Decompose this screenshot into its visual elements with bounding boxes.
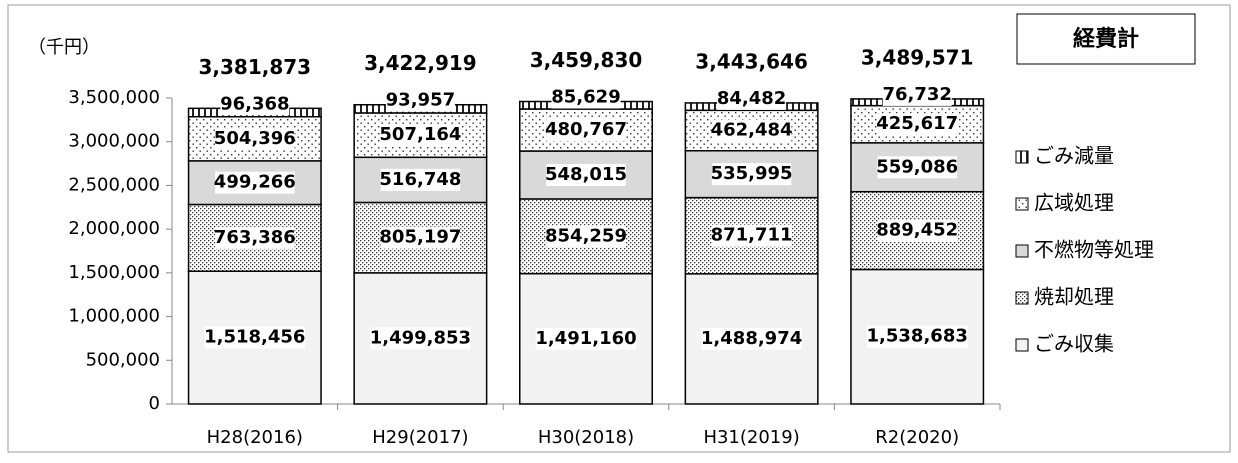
data-label: 504,396: [214, 128, 296, 149]
label-bg: [380, 124, 461, 147]
legend-label: ごみ減量: [1034, 144, 1114, 168]
y-tick-label: 1,500,000: [68, 262, 160, 283]
bar-segment: [850, 190, 985, 271]
label-bg: [380, 226, 461, 249]
y-tick-label: 0: [149, 393, 160, 414]
data-label: 548,015: [545, 164, 627, 185]
legend-label: 広域処理: [1034, 191, 1114, 215]
data-label: 76,732: [882, 84, 951, 105]
label-bg: [877, 113, 957, 136]
data-label: 425,617: [876, 113, 958, 134]
legend-label: ごみ収集: [1034, 332, 1114, 356]
label-bg: [546, 119, 626, 142]
label-bg: [385, 89, 455, 112]
bar-segment: [850, 104, 985, 144]
y-tick-label: 3,000,000: [68, 131, 160, 152]
data-label: 96,368: [220, 93, 289, 114]
data-label: 889,452: [876, 220, 958, 241]
title-box: [1016, 13, 1196, 65]
label-bg: [877, 219, 957, 242]
data-label: 85,629: [551, 87, 620, 108]
data-label: 871,711: [711, 225, 793, 246]
label-bg: [204, 326, 306, 349]
data-label: 535,995: [711, 163, 793, 184]
label-bg: [711, 119, 792, 142]
label-bg: [711, 224, 792, 247]
label-bg: [711, 163, 792, 186]
y-tick-label: 2,500,000: [68, 174, 160, 195]
label-bg: [551, 86, 621, 109]
data-label: 480,767: [545, 119, 627, 140]
label-bg: [220, 93, 290, 116]
data-label: 1,538,683: [867, 326, 968, 347]
label-bg: [882, 83, 952, 106]
label-bg: [215, 226, 295, 249]
data-label: 93,957: [386, 90, 455, 111]
total-label: 3,489,571: [861, 45, 974, 69]
data-label: 559,086: [876, 156, 958, 177]
data-label: 1,488,974: [701, 328, 802, 349]
legend-marker: [1015, 150, 1029, 164]
x-tick-label: H30(2018): [538, 427, 634, 448]
data-label: 805,197: [379, 227, 461, 248]
x-tick-label: H31(2019): [703, 427, 799, 448]
label-bg: [380, 168, 461, 191]
total-label: 3,381,873: [198, 55, 311, 79]
x-tick-label: R2(2020): [875, 427, 959, 448]
data-label: 1,518,456: [204, 327, 305, 348]
chart-title: 経費計: [1073, 26, 1139, 52]
label-bg: [215, 171, 295, 194]
legend-marker: [1015, 197, 1029, 211]
label-bg: [370, 327, 471, 350]
data-label: 462,484: [711, 120, 793, 141]
label-bg: [701, 327, 802, 350]
total-label: 3,459,830: [530, 48, 643, 72]
y-tick-label: 3,500,000: [68, 87, 160, 108]
label-bg: [717, 87, 787, 110]
legend-marker: [1015, 244, 1029, 258]
data-label: 1,491,160: [535, 328, 636, 349]
legend-label: 焼却処理: [1034, 285, 1114, 309]
label-bg: [535, 327, 637, 350]
data-label: 507,164: [379, 124, 461, 145]
data-label: 854,259: [545, 225, 627, 246]
data-label: 84,482: [717, 88, 786, 109]
data-label: 499,266: [214, 172, 296, 193]
label-bg: [877, 156, 957, 179]
legend-label: 不燃物等処理: [1034, 238, 1154, 262]
label-bg: [215, 127, 295, 150]
y-tick-label: 500,000: [86, 349, 160, 370]
label-bg: [866, 325, 968, 348]
data-label: 516,748: [379, 169, 461, 190]
data-label: 1,499,853: [370, 327, 471, 348]
legend-marker: [1015, 291, 1029, 305]
y-tick-label: 1,000,000: [68, 306, 160, 327]
y-tick-label: 2,000,000: [68, 218, 160, 239]
unit-label: （千円）: [28, 37, 100, 58]
label-bg: [546, 163, 626, 186]
total-label: 3,443,646: [695, 49, 808, 73]
legend-marker: [1015, 338, 1029, 352]
total-label: 3,422,919: [364, 51, 477, 75]
x-tick-label: H28(2016): [207, 427, 303, 448]
data-label: 763,386: [214, 227, 296, 248]
x-tick-label: H29(2017): [372, 427, 468, 448]
label-bg: [546, 225, 626, 248]
